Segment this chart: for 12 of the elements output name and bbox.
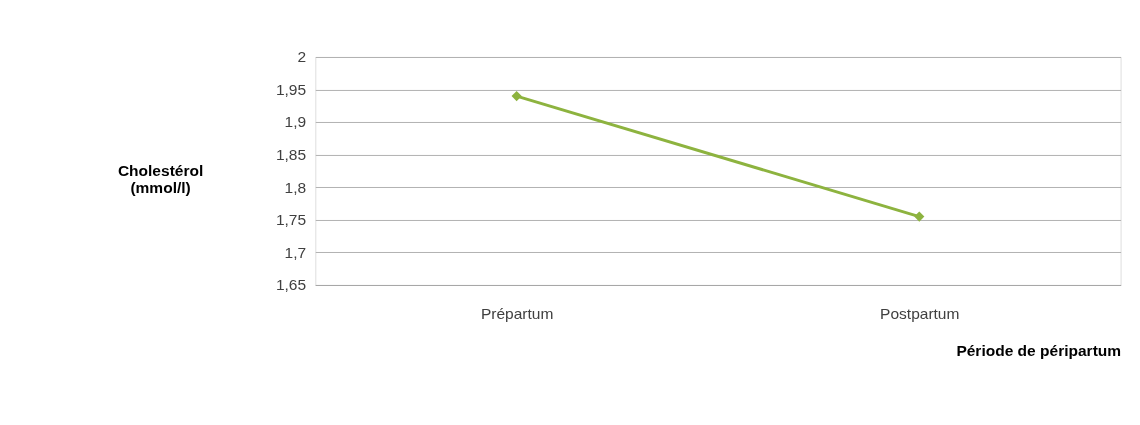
x-tick-label: Postpartum	[880, 305, 960, 323]
y-tick-label: 1,65	[275, 276, 307, 294]
y-tick-label: 1,9	[284, 113, 307, 131]
y-tick-label: 2	[297, 48, 307, 66]
y-axis-title: Cholestérol (mmol/l)	[117, 161, 204, 197]
x-tick-label: Prépartum	[480, 305, 554, 323]
y-tick-label: 1,8	[284, 178, 307, 196]
y-tick-label: 1,75	[275, 211, 307, 229]
x-axis-title: Période de péripartum	[956, 342, 1122, 360]
y-tick-label: 1,7	[284, 243, 307, 261]
y-tick-label: 1,85	[275, 146, 307, 164]
y-tick-label: 1,95	[275, 80, 307, 98]
